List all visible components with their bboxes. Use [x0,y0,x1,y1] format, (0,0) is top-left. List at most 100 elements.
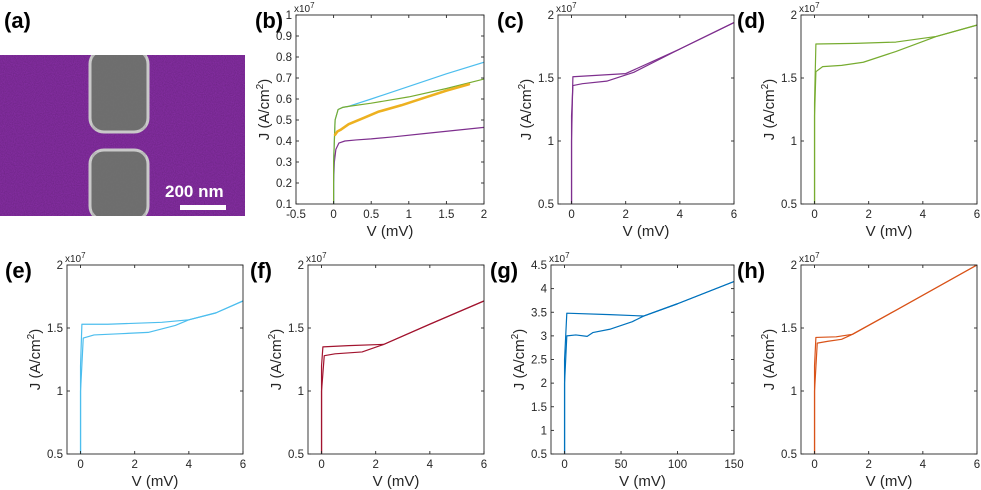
series-group [813,265,977,454]
x-tick-label: 0.5 [363,209,379,221]
y-axis-label: J (A/cm2) [760,79,778,140]
series-group [813,24,977,204]
y-tick-label: 0.3 [276,157,292,169]
x-tick-label: 100 [668,459,687,471]
plot-frame [307,264,485,455]
panel-label: (c) [497,8,524,33]
y-tick-label: 0.5 [288,449,304,461]
series-group [79,300,243,454]
y-tick-label: 1 [298,386,304,398]
series-group [563,280,734,454]
panel-label: (e) [5,258,32,283]
x-tick-label: 0 [568,209,574,221]
x-tick-label: 4 [920,459,927,471]
series-line-2 [79,300,243,454]
x-tick-label: 1.5 [438,209,454,221]
chart-panel-c: (c) x107 0 2 4 6 0.5 1 1.5 2 V (mV) J (A/cm2) [497,1,737,240]
plot-frame [800,264,978,455]
x-tick-label: 4 [677,209,684,221]
plot-frame [800,14,978,205]
y-tick-label: 1 [791,136,797,148]
y-axis-label: J (A/cm2) [517,79,535,140]
series-line-1 [570,21,734,204]
y-tick-label: 1 [57,386,63,398]
y-tick-label: 0.5 [781,449,797,461]
series-line-1 [333,126,484,204]
sem-electrode-top-texture [92,52,146,130]
y-multiplier: x107 [556,1,577,15]
series-line-3 [333,78,484,204]
x-tick-label: 6 [974,209,980,221]
y-tick-label: 2 [791,260,797,272]
scale-bar-label: 200 nm [165,182,224,201]
series-line-1 [563,280,734,454]
series-group [320,300,484,454]
x-axis-label: V (mV) [866,223,913,240]
series-line-2 [813,265,977,454]
y-tick-label: 3 [541,331,547,343]
plot-frame [550,264,735,455]
series-line-4 [333,83,471,136]
panel-label: (g) [490,258,518,283]
x-tick-label: 1 [406,209,412,221]
y-multiplier: x107 [294,1,315,15]
sem-cover-top [80,40,160,55]
y-tick-label: 0.1 [276,199,292,211]
y-tick-label: 0.5 [276,115,292,127]
chart-panel-e: (e) x107 0 2 4 6 0.5 1 1.5 2 V (mV) J (A/cm2) [5,251,246,490]
x-tick-label: 150 [724,459,743,471]
x-tick-label: 0 [811,209,817,221]
x-axis-label: V (mV) [619,473,666,490]
y-tick-label: 0.7 [276,73,292,85]
x-tick-label: 2 [372,459,378,471]
series-line-1 [79,300,243,454]
y-axis-label: J (A/cm2) [26,329,44,390]
y-tick-label: 4.5 [531,260,547,272]
sem-electrode-bottom-texture [92,152,146,216]
plot-frame [295,14,485,205]
y-tick-label: 1.5 [47,323,63,335]
x-tick-label: 0 [77,459,83,471]
x-tick-label: 2 [865,209,871,221]
y-tick-label: 1 [548,136,554,148]
y-tick-label: 2 [57,260,63,272]
x-tick-label: 2 [481,209,487,221]
y-axis-label: J (A/cm2) [510,329,528,390]
y-tick-label: 1.5 [538,73,554,85]
y-multiplier: x107 [306,251,327,265]
x-tick-label: 50 [615,459,628,471]
x-tick-label: 6 [731,209,737,221]
y-tick-label: 1.5 [531,402,547,414]
y-tick-label: 0.5 [538,199,554,211]
y-axis-label: J (A/cm2) [255,79,273,140]
series-line-2 [320,300,484,454]
x-tick-label: 4 [920,209,927,221]
y-tick-label: 1 [791,386,797,398]
y-tick-label: 0.5 [531,449,547,461]
y-multiplier: x107 [549,251,570,265]
chart-panel-f: (f) x107 0 2 4 6 0.5 1 1.5 2 V (mV) J (A/cm2) [250,251,487,490]
x-tick-label: 2 [865,459,871,471]
y-tick-label: 2 [298,260,304,272]
y-tick-label: 0.5 [781,199,797,211]
y-axis-label: J (A/cm2) [267,329,285,390]
x-tick-label: 0 [561,459,567,471]
y-tick-label: 2 [548,10,554,22]
y-tick-label: 0.9 [276,31,292,43]
y-tick-label: 0.6 [276,94,292,106]
x-tick-label: 2 [131,459,137,471]
y-tick-label: 2 [541,378,547,390]
series-line-1 [320,300,484,454]
panel-label: (b) [255,8,283,33]
x-tick-label: 0 [318,459,324,471]
series-line-2 [570,21,734,204]
sem-cover-bottom [80,216,160,226]
y-tick-label: 0.4 [276,136,293,148]
x-tick-label: 0 [811,459,817,471]
y-tick-label: 3.5 [531,307,547,319]
y-multiplier: x107 [799,251,820,265]
series-line-1 [813,265,977,454]
x-tick-label: 4 [186,459,193,471]
sem-image: (a) 200 nm [0,8,245,226]
